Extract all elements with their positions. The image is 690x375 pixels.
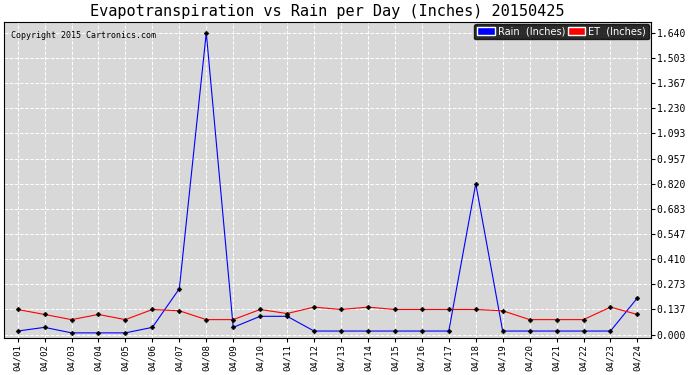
Text: Copyright 2015 Cartronics.com: Copyright 2015 Cartronics.com <box>10 31 156 40</box>
Legend: Rain  (Inches), ET  (Inches): Rain (Inches), ET (Inches) <box>474 24 649 39</box>
Title: Evapotranspiration vs Rain per Day (Inches) 20150425: Evapotranspiration vs Rain per Day (Inch… <box>90 4 565 19</box>
